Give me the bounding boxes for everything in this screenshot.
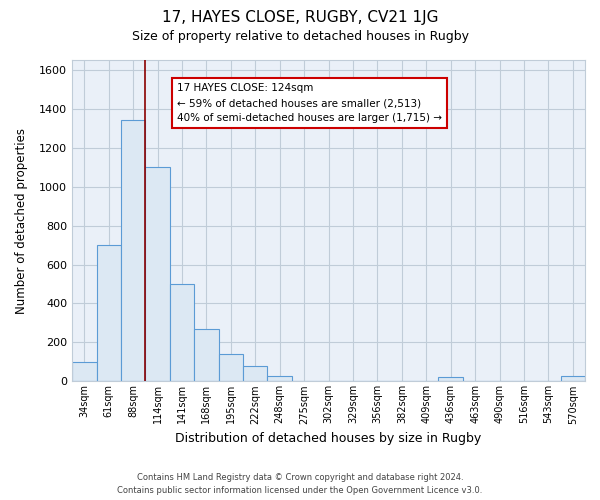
Bar — [439, 378, 463, 382]
Text: 17 HAYES CLOSE: 124sqm
← 59% of detached houses are smaller (2,513)
40% of semi-: 17 HAYES CLOSE: 124sqm ← 59% of detached… — [177, 84, 442, 123]
Bar — [268, 376, 292, 382]
Text: Size of property relative to detached houses in Rugby: Size of property relative to detached ho… — [131, 30, 469, 43]
Bar — [170, 284, 194, 382]
Bar — [560, 376, 585, 382]
Text: 17, HAYES CLOSE, RUGBY, CV21 1JG: 17, HAYES CLOSE, RUGBY, CV21 1JG — [162, 10, 438, 25]
Text: Contains HM Land Registry data © Crown copyright and database right 2024.
Contai: Contains HM Land Registry data © Crown c… — [118, 474, 482, 495]
Bar — [218, 354, 243, 382]
Bar — [121, 120, 145, 382]
Bar — [97, 245, 121, 382]
Bar — [72, 362, 97, 382]
Bar — [194, 329, 218, 382]
Bar — [145, 167, 170, 382]
Bar — [243, 366, 268, 382]
Y-axis label: Number of detached properties: Number of detached properties — [15, 128, 28, 314]
X-axis label: Distribution of detached houses by size in Rugby: Distribution of detached houses by size … — [175, 432, 482, 445]
